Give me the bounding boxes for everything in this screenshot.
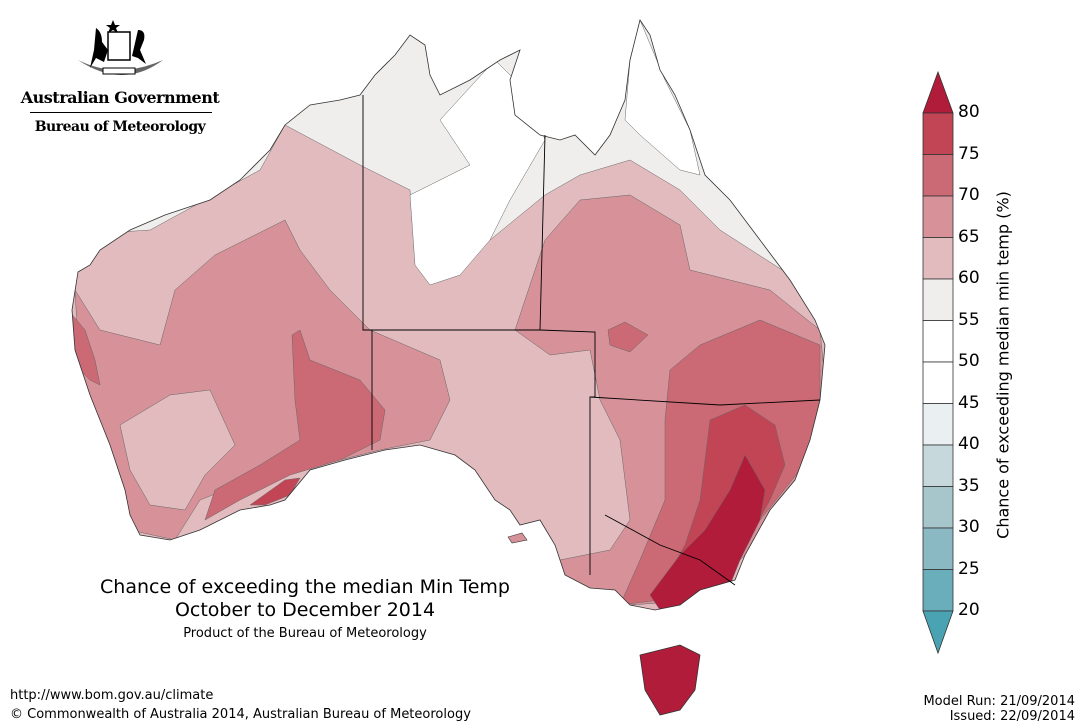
tick-label: 75 (958, 144, 980, 164)
colorbar (922, 70, 954, 655)
tick-label: 50 (958, 351, 980, 371)
tick-label: 65 (958, 227, 980, 247)
logo-bureau-text: Bureau of Meteorology (34, 119, 206, 135)
tick-label: 40 (958, 434, 980, 454)
product-note: Product of the Bureau of Meteorology (183, 626, 427, 641)
region-45-55-capeyork (624, 20, 701, 176)
tick-label: 80 (958, 102, 980, 122)
issued-date: Issued: 22/09/2014 (949, 709, 1075, 724)
logo-divider (30, 112, 212, 113)
tick-label: 25 (958, 559, 980, 579)
region-60-65-southwest (119, 389, 236, 511)
colorbar-overflow-high (922, 70, 954, 114)
climate-url-link[interactable]: http://www.bom.gov.au/climate (10, 688, 214, 703)
tick-label: 30 (958, 517, 980, 537)
tick-label: 35 (958, 476, 980, 496)
tick-label: 60 (958, 268, 980, 288)
logo-government-text: Australian Government (20, 88, 220, 107)
colorbar-label: Chance of exceeding median min temp (%) (993, 191, 1013, 539)
region-70-75-coast (72, 299, 101, 386)
copyright: © Commonwealth of Australia 2014, Austra… (10, 707, 471, 722)
region-75-80-west (249, 477, 301, 506)
state-borders (362, 95, 821, 586)
colorbar-overflow-low (922, 610, 954, 655)
tick-label: 20 (958, 600, 980, 620)
australia-outline (71, 19, 826, 611)
map-title: Chance of exceeding the median Min Temp (100, 576, 510, 598)
tick-label: 70 (958, 185, 980, 205)
region-70-75-west (204, 329, 386, 521)
region-70-75-qld (607, 321, 649, 353)
tick-label: 55 (958, 310, 980, 330)
tick-label: 45 (958, 393, 980, 413)
model-run-date: Model Run: 21/09/2014 (923, 694, 1075, 709)
kangaroo-island (507, 532, 528, 544)
tasmania (639, 644, 701, 716)
map-period: October to December 2014 (174, 599, 436, 621)
coat-of-arms-logo (78, 20, 163, 75)
